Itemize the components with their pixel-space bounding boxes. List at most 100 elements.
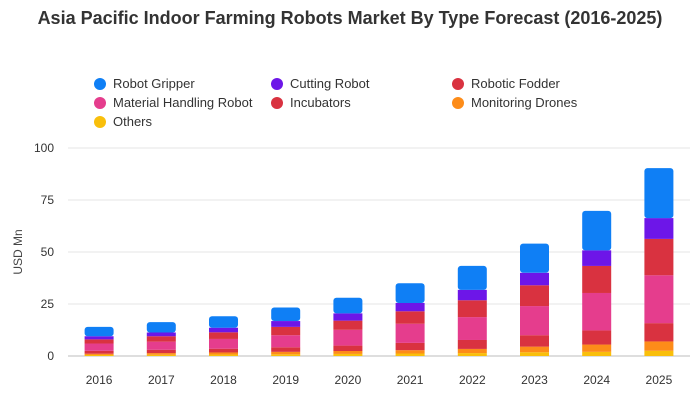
bar-cutting-robot-2019	[271, 321, 301, 327]
y-axis-label: USD Mn	[11, 229, 25, 274]
bar-others-2019	[271, 354, 301, 356]
bar-material-handling-robot-2025	[644, 275, 674, 324]
legend-swatch	[94, 96, 106, 109]
bar-robot-gripper-2017	[146, 322, 176, 333]
bar-robot-gripper-2018	[209, 316, 238, 328]
bar-others-2022	[457, 353, 487, 356]
x-tick-label: 2016	[86, 373, 113, 387]
bar-robot-gripper-2019	[271, 307, 301, 322]
legend: Robot Gripper Cutting Robot Robotic Fodder…	[0, 0, 700, 140]
bar-robotic-fodder-2016	[84, 339, 114, 344]
legend-label: Incubators	[290, 95, 351, 110]
bar-robotic-fodder-2021	[395, 311, 425, 324]
bar-monitoring-drones-2016	[84, 353, 114, 355]
bar-monitoring-drones-2024	[582, 344, 612, 352]
bar-incubators-2024	[582, 330, 612, 345]
bar-robot-gripper-2020	[333, 297, 363, 314]
bar-monitoring-drones-2020	[333, 351, 363, 354]
bar-monitoring-drones-2017	[146, 353, 176, 355]
bar-monitoring-drones-2019	[271, 351, 301, 355]
y-tick-label: 75	[41, 193, 55, 207]
chart-title: Asia Pacific Indoor Farming Robots Marke…	[37, 8, 663, 28]
bar-others-2020	[333, 353, 363, 356]
bar-monitoring-drones-2021	[395, 350, 425, 354]
bar-robotic-fodder-2020	[333, 320, 363, 330]
x-tick-label: 2017	[148, 373, 175, 387]
bar-material-handling-robot-2019	[271, 335, 301, 348]
x-tick-label: 2019	[272, 373, 299, 387]
bar-robotic-fodder-2018	[209, 332, 238, 339]
bar-incubators-2021	[395, 342, 425, 351]
bar-material-handling-robot-2021	[395, 323, 425, 343]
x-tick-label: 2023	[521, 373, 548, 387]
legend-label: Others	[113, 114, 153, 129]
x-tick-label: 2022	[459, 373, 486, 387]
bar-cutting-robot-2023	[520, 272, 549, 286]
legend-swatch	[271, 96, 283, 109]
legend-item-others: Others	[94, 114, 152, 129]
legend-item-incubators: Incubators	[271, 95, 351, 110]
bar-material-handling-robot-2016	[84, 343, 114, 351]
legend-item-material-handling-robot: Material Handling Robot	[94, 95, 252, 110]
x-tick-label: 2018	[210, 373, 237, 387]
legend-swatch	[94, 115, 106, 128]
bar-robot-gripper-2021	[395, 283, 425, 303]
bar-monitoring-drones-2023	[520, 346, 549, 353]
legend-swatch	[94, 77, 106, 90]
bar-robot-gripper-2022	[457, 265, 487, 290]
legend-label: Robot Gripper	[113, 76, 195, 91]
y-tick-label: 25	[41, 297, 55, 311]
bar-incubators-2022	[457, 339, 487, 349]
y-tick-label: 100	[34, 141, 54, 155]
bar-robotic-fodder-2023	[520, 285, 549, 307]
bar-incubators-2018	[209, 348, 238, 353]
y-tick-label: 0	[47, 349, 54, 363]
bar-cutting-robot-2021	[395, 302, 425, 312]
bar-monitoring-drones-2018	[209, 352, 238, 355]
bar-robotic-fodder-2017	[146, 336, 176, 342]
bar-robot-gripper-2016	[84, 326, 114, 337]
bar-robotic-fodder-2022	[457, 300, 487, 318]
legend-item-cutting-robot: Cutting Robot	[271, 76, 370, 91]
bar-robotic-fodder-2025	[644, 238, 674, 276]
bar-material-handling-robot-2024	[582, 292, 612, 331]
bar-others-2018	[209, 354, 238, 356]
bar-others-2024	[582, 351, 612, 356]
bar-cutting-robot-2020	[333, 313, 363, 321]
bar-robotic-fodder-2024	[582, 265, 612, 293]
x-tick-label: 2024	[583, 373, 610, 387]
legend-item-robotic-fodder: Robotic Fodder	[452, 76, 560, 91]
legend-swatch	[271, 77, 283, 90]
bar-material-handling-robot-2020	[333, 329, 363, 346]
bar-material-handling-robot-2023	[520, 306, 549, 336]
bar-incubators-2020	[333, 345, 363, 352]
bar-incubators-2019	[271, 347, 301, 352]
bar-incubators-2025	[644, 323, 674, 342]
bar-robot-gripper-2023	[520, 243, 549, 273]
legend-label: Robotic Fodder	[471, 76, 560, 91]
bar-material-handling-robot-2018	[209, 338, 238, 349]
y-tick-label: 50	[41, 245, 55, 259]
bar-cutting-robot-2018	[209, 327, 238, 333]
legend-swatch	[452, 96, 464, 109]
bar-monitoring-drones-2022	[457, 348, 487, 354]
bar-others-2017	[146, 354, 176, 356]
legend-label: Monitoring Drones	[471, 95, 578, 110]
legend-swatch	[452, 77, 464, 90]
bar-robotic-fodder-2019	[271, 326, 301, 336]
legend-label: Material Handling Robot	[113, 95, 253, 110]
legend-item-robot-gripper: Robot Gripper	[94, 76, 195, 91]
legend-label: Cutting Robot	[290, 76, 370, 91]
x-tick-label: 2021	[397, 373, 424, 387]
bar-cutting-robot-2025	[644, 218, 674, 239]
x-tick-label: 2020	[335, 373, 362, 387]
bar-cutting-robot-2016	[84, 336, 114, 340]
x-tick-label: 2025	[646, 373, 673, 387]
bar-robot-gripper-2024	[582, 210, 612, 251]
bar-cutting-robot-2022	[457, 289, 487, 301]
bar-incubators-2023	[520, 335, 549, 347]
bar-material-handling-robot-2017	[146, 341, 176, 350]
bar-others-2016	[84, 354, 114, 356]
